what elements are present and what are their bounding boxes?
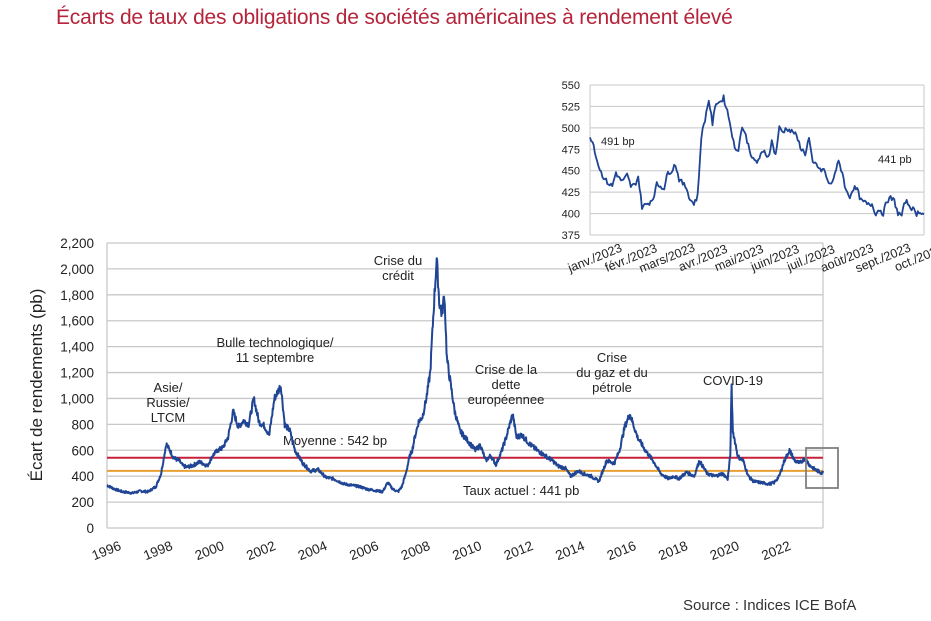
main-y-tick-label: 2,200	[60, 236, 94, 251]
main-y-tick-label: 1,000	[60, 391, 94, 406]
event-annotation: Crise du crédit	[374, 253, 422, 283]
event-annotation: COVID-19	[703, 373, 763, 388]
zoom-highlight-box	[805, 447, 839, 489]
main-x-tick-label: 2018	[656, 538, 689, 563]
main-y-tick-label: 0	[86, 521, 94, 536]
inset-start-label: 491 bp	[601, 136, 635, 148]
main-y-tick-label: 800	[71, 417, 94, 432]
main-x-tick-label: 2002	[244, 538, 277, 563]
main-y-tick-label: 600	[71, 443, 94, 458]
inset-end-label: 441 pb	[878, 154, 912, 166]
inset-y-tick-label: 400	[562, 209, 580, 221]
average-line-label: Moyenne : 542 bp	[283, 433, 387, 448]
main-y-tick-label: 200	[71, 495, 94, 510]
inset-y-tick-label: 500	[562, 123, 580, 135]
inset-y-tick-label: 475	[562, 144, 580, 156]
main-x-tick-label: 2012	[502, 538, 535, 563]
inset-y-tick-label: 450	[562, 166, 580, 178]
chart-title: Écarts de taux des obligations de sociét…	[56, 6, 733, 29]
event-annotation: Crise de la dette européennee	[468, 362, 545, 407]
main-y-tick-label: 1,600	[60, 314, 94, 329]
main-y-tick-label: 1,200	[60, 366, 94, 381]
main-x-tick-label: 2000	[193, 538, 226, 563]
main-y-tick-label: 1,400	[60, 340, 94, 355]
main-y-tick-label: 1,800	[60, 288, 94, 303]
main-series-line	[106, 257, 824, 495]
inset-y-tick-label: 550	[562, 80, 580, 92]
current-rate-label: Taux actuel : 441 pb	[463, 483, 579, 498]
event-annotation: Asie/Russie/LTCM	[146, 380, 190, 425]
inset-series-line	[589, 94, 925, 218]
main-y-tick-label: 400	[71, 469, 94, 484]
main-x-tick-label: 2004	[296, 538, 330, 563]
source-note: Source : Indices ICE BofA	[683, 597, 857, 614]
event-annotation: Bulle technologique/11 septembre	[216, 335, 333, 365]
main-x-tick-label: 2016	[605, 538, 638, 563]
main-x-tick-label: 2014	[553, 538, 587, 563]
main-x-tick-label: 2022	[759, 538, 792, 563]
main-x-tick-label: 2006	[347, 538, 380, 563]
inset-y-tick-label: 375	[562, 230, 580, 242]
main-x-tick-label: 2020	[708, 538, 741, 563]
main-x-tick-label: 1996	[90, 538, 123, 563]
main-y-tick-label: 2,000	[60, 262, 94, 277]
main-x-tick-label: 1998	[141, 538, 174, 563]
inset-y-tick-label: 425	[562, 187, 580, 199]
main-y-axis-label: Écart de rendements (pb)	[27, 289, 46, 482]
main-x-tick-label: 2010	[450, 538, 483, 563]
main-x-tick-label: 2008	[399, 538, 432, 563]
event-annotation: Crise du gaz et du pétrole	[576, 350, 648, 395]
inset-y-tick-label: 525	[562, 101, 580, 113]
